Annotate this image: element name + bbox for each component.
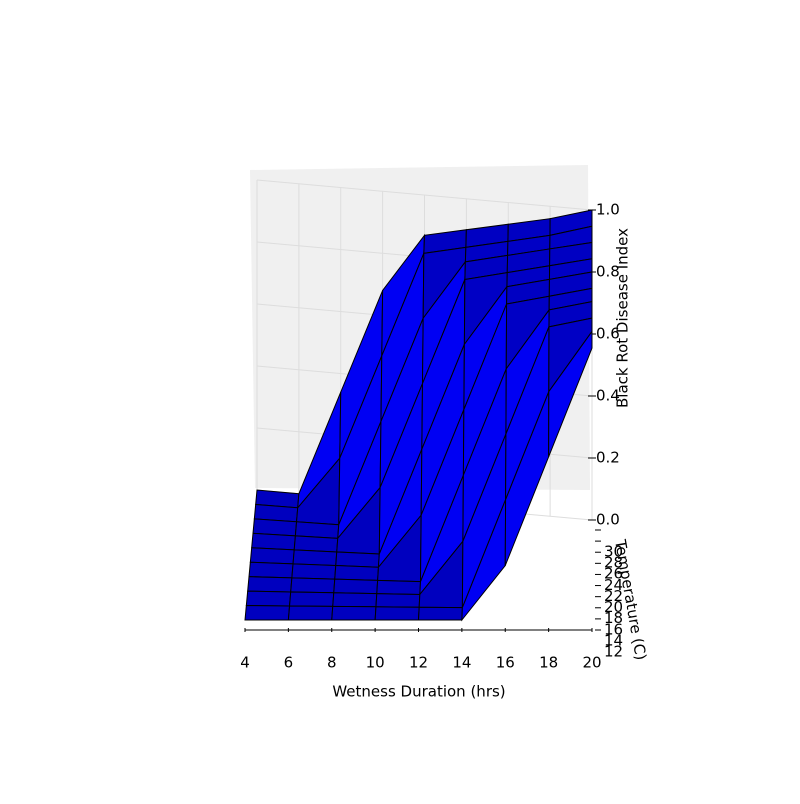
y-tick-label: 22 xyxy=(604,587,623,605)
x-tick-label: 16 xyxy=(496,654,515,672)
y-tick-label: 30 xyxy=(604,543,623,561)
y-tick-label: 12 xyxy=(604,643,623,661)
surface-face xyxy=(548,329,593,457)
surface-face xyxy=(291,563,337,580)
x-tick-label: 8 xyxy=(327,654,337,672)
surface-face xyxy=(248,561,294,579)
surface-face xyxy=(332,592,378,608)
z-tick-label: 0.0 xyxy=(596,511,620,529)
surface-face xyxy=(292,549,338,567)
x-tick-label: 4 xyxy=(240,654,250,672)
y-tick-label: 14 xyxy=(604,631,623,649)
surface-face xyxy=(335,551,380,568)
surface-face xyxy=(288,591,335,607)
x-axis-label: Wetness Duration (hrs) xyxy=(332,683,505,701)
surface-face xyxy=(290,577,336,594)
surface-face xyxy=(293,535,339,553)
x-tick-label: 14 xyxy=(452,654,471,672)
x-tick-label: 10 xyxy=(366,654,385,672)
z-tick-label: 0.4 xyxy=(596,387,620,405)
x-tick-label: 6 xyxy=(284,654,294,672)
z-tick-label: 0.8 xyxy=(596,263,620,281)
y-tick-label: 16 xyxy=(604,620,623,638)
y-tick-label: 28 xyxy=(604,554,623,572)
surface-face xyxy=(247,576,293,593)
y-tick-label: 18 xyxy=(604,609,623,627)
surface-face xyxy=(251,532,296,551)
x-tick-label: 12 xyxy=(409,654,428,672)
surface-face xyxy=(249,547,295,565)
z-axis-label: Black Rot Disease Index xyxy=(614,228,632,408)
y-tick-label: 20 xyxy=(604,598,623,616)
y-tick-label: 24 xyxy=(604,576,623,594)
x-tick-label: 18 xyxy=(539,654,558,672)
surface-face xyxy=(375,593,421,608)
surface-face xyxy=(376,579,422,595)
surface-face xyxy=(334,565,379,581)
z-tick-label: 1.0 xyxy=(596,201,620,219)
z-tick-label: 0.6 xyxy=(596,325,620,343)
z-tick-label: 0.2 xyxy=(596,449,620,467)
surface-face xyxy=(245,590,292,607)
surface-face xyxy=(244,605,291,621)
surface-face xyxy=(333,578,379,595)
y-tick-label: 26 xyxy=(604,565,623,583)
surface-face xyxy=(287,605,334,621)
surface-face xyxy=(331,605,377,621)
surface-face xyxy=(374,606,420,621)
x-tick-label: 20 xyxy=(582,654,601,672)
grid-line xyxy=(256,179,593,211)
surface-face xyxy=(417,606,463,621)
